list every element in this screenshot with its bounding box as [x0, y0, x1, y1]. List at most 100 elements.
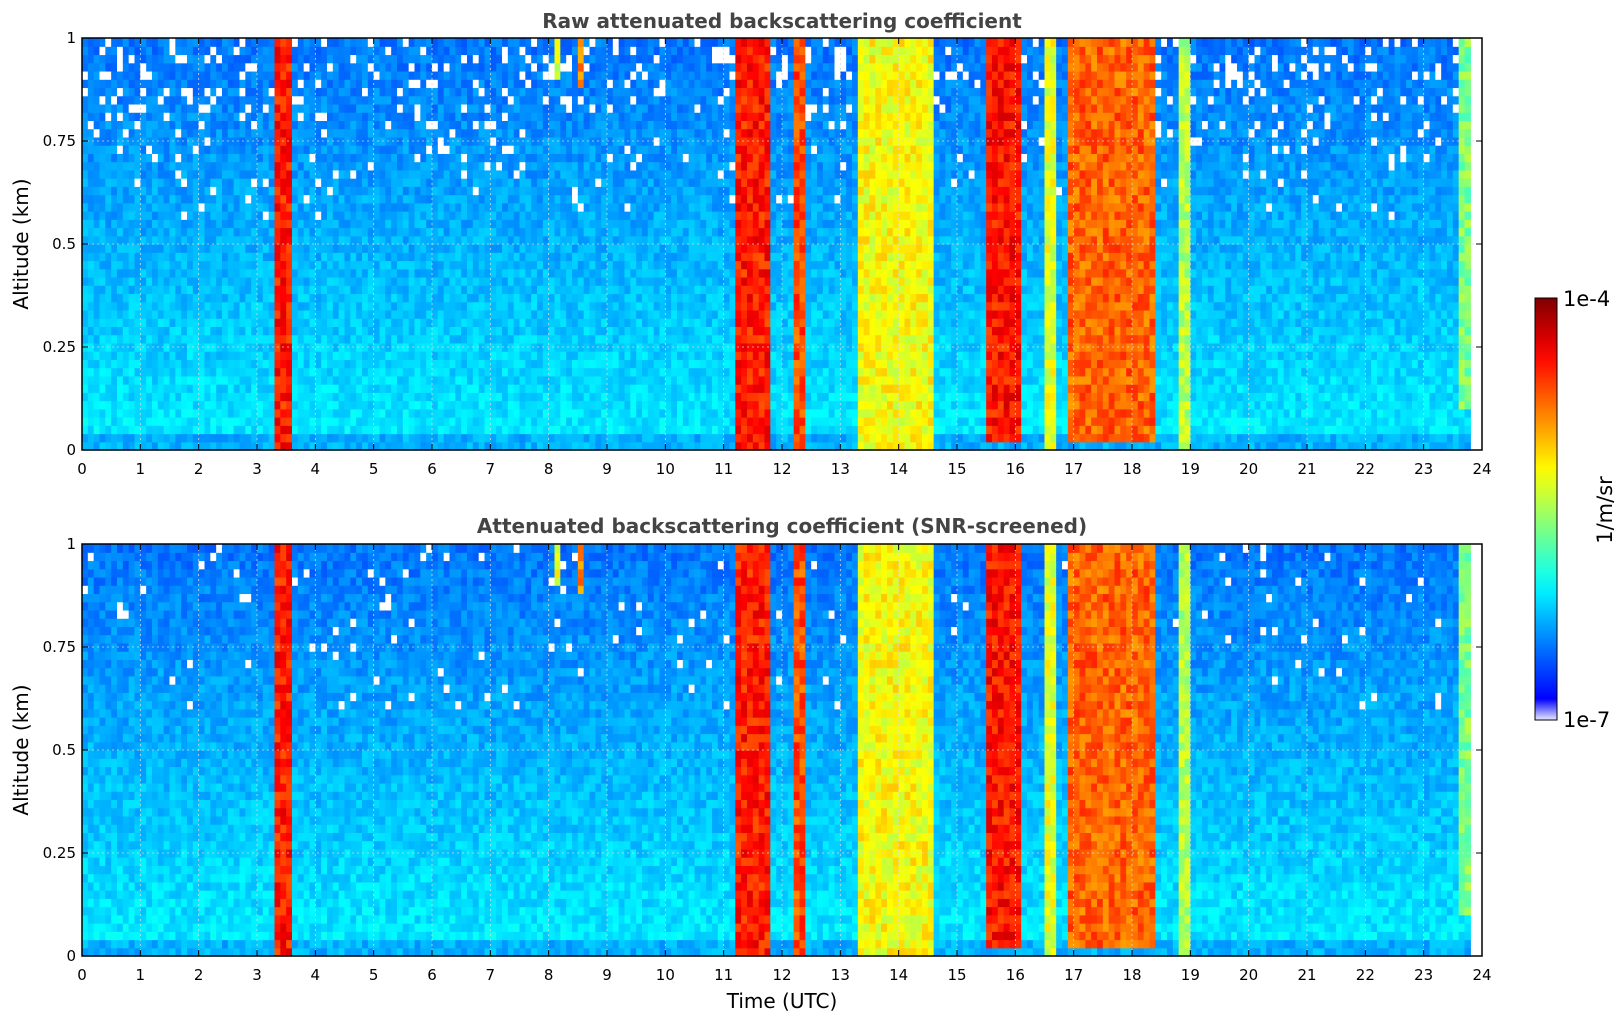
heatmap-cell	[181, 203, 187, 212]
heatmap-cell	[164, 112, 170, 121]
heatmap-cell	[257, 269, 263, 278]
heatmap-cell	[146, 384, 152, 393]
heatmap-cell	[146, 112, 152, 121]
heatmap-cell	[240, 425, 246, 434]
heatmap-cell	[100, 351, 106, 360]
heatmap-cell	[146, 38, 152, 47]
heatmap-cell	[222, 269, 228, 278]
heatmap-cell	[158, 153, 164, 162]
heatmap-cell	[175, 293, 181, 302]
heatmap-cell	[140, 285, 146, 294]
heatmap-cell	[88, 211, 94, 220]
heatmap-cell	[105, 96, 111, 105]
heatmap-cell	[240, 260, 246, 269]
heatmap-cell	[257, 244, 263, 253]
heatmap-cell	[88, 228, 94, 237]
heatmap-cell	[170, 260, 176, 269]
heatmap-cell	[117, 96, 123, 105]
heatmap-cell	[234, 129, 240, 138]
heatmap-cell	[240, 368, 246, 377]
heatmap-cell	[94, 170, 100, 179]
heatmap-cell	[82, 434, 88, 443]
heatmap-cell	[105, 87, 111, 96]
heatmap-cell	[129, 318, 135, 327]
heatmap-cell	[257, 326, 263, 335]
heatmap-cell	[175, 252, 181, 261]
heatmap-cell	[210, 260, 216, 269]
heatmap-cell	[240, 112, 246, 121]
heatmap-cell	[245, 112, 251, 121]
heatmap-cell	[245, 359, 251, 368]
heatmap-cell	[216, 38, 222, 47]
heatmap-cell	[222, 260, 228, 269]
heatmap-cell	[187, 170, 193, 179]
heatmap-cell	[117, 162, 123, 171]
heatmap-cell	[164, 129, 170, 138]
heatmap-cell	[210, 326, 216, 335]
heatmap-cell	[170, 129, 176, 138]
heatmap-cell	[263, 351, 269, 360]
heatmap-cell	[94, 203, 100, 212]
heatmap-cell	[181, 252, 187, 261]
heatmap-cell	[152, 129, 158, 138]
heatmap-cell	[181, 162, 187, 171]
heatmap-cell	[216, 87, 222, 96]
heatmap-cell	[199, 219, 205, 228]
heatmap-cell	[228, 162, 234, 171]
heatmap-cell	[228, 260, 234, 269]
heatmap-cell	[117, 104, 123, 113]
heatmap-cell	[123, 203, 129, 212]
heatmap-cell	[129, 335, 135, 344]
heatmap-cell	[111, 87, 117, 96]
heatmap-cell	[164, 310, 170, 319]
heatmap-cell	[111, 376, 117, 385]
heatmap-cell	[152, 145, 158, 154]
heatmap-cell	[94, 269, 100, 278]
heatmap-cell	[199, 310, 205, 319]
heatmap-cell	[123, 178, 129, 187]
heatmap-cell	[181, 38, 187, 47]
heatmap-cell	[199, 63, 205, 72]
heatmap-cell	[205, 211, 211, 220]
heatmap-cell	[129, 120, 135, 129]
heatmap-cell	[129, 195, 135, 204]
heatmap-cell	[129, 409, 135, 418]
heatmap-cell	[152, 195, 158, 204]
heatmap-cell	[245, 203, 251, 212]
heatmap-cell	[164, 104, 170, 113]
heatmap-cell	[257, 170, 263, 179]
heatmap-cell	[187, 368, 193, 377]
heatmap-cell	[94, 310, 100, 319]
heatmap-cell	[94, 79, 100, 88]
heatmap-cell	[140, 104, 146, 113]
heatmap-cell	[216, 302, 222, 311]
heatmap-cell	[94, 120, 100, 129]
heatmap-cell	[105, 211, 111, 220]
heatmap-cell	[222, 244, 228, 253]
heatmap-cell	[228, 87, 234, 96]
heatmap-cell	[158, 228, 164, 237]
heatmap-cell	[100, 46, 106, 55]
heatmap-cell	[94, 368, 100, 377]
heatmap-cell	[257, 87, 263, 96]
heatmap-cell	[100, 425, 106, 434]
heatmap-cell	[257, 434, 263, 443]
heatmap-cell	[210, 310, 216, 319]
heatmap-cell	[152, 425, 158, 434]
heatmap-cell	[140, 195, 146, 204]
heatmap-cell	[187, 162, 193, 171]
heatmap-cell	[175, 145, 181, 154]
heatmap-cell	[181, 244, 187, 253]
heatmap-cell	[181, 409, 187, 418]
heatmap-cell	[129, 63, 135, 72]
heatmap-cell	[152, 277, 158, 286]
heatmap-cell	[228, 368, 234, 377]
heatmap-cell	[199, 112, 205, 121]
heatmap-cell	[187, 417, 193, 426]
heatmap-cell	[146, 203, 152, 212]
heatmap-cell	[105, 310, 111, 319]
heatmap-cell	[100, 203, 106, 212]
heatmap-cell	[94, 401, 100, 410]
heatmap-cell	[222, 104, 228, 113]
heatmap-cell	[123, 392, 129, 401]
